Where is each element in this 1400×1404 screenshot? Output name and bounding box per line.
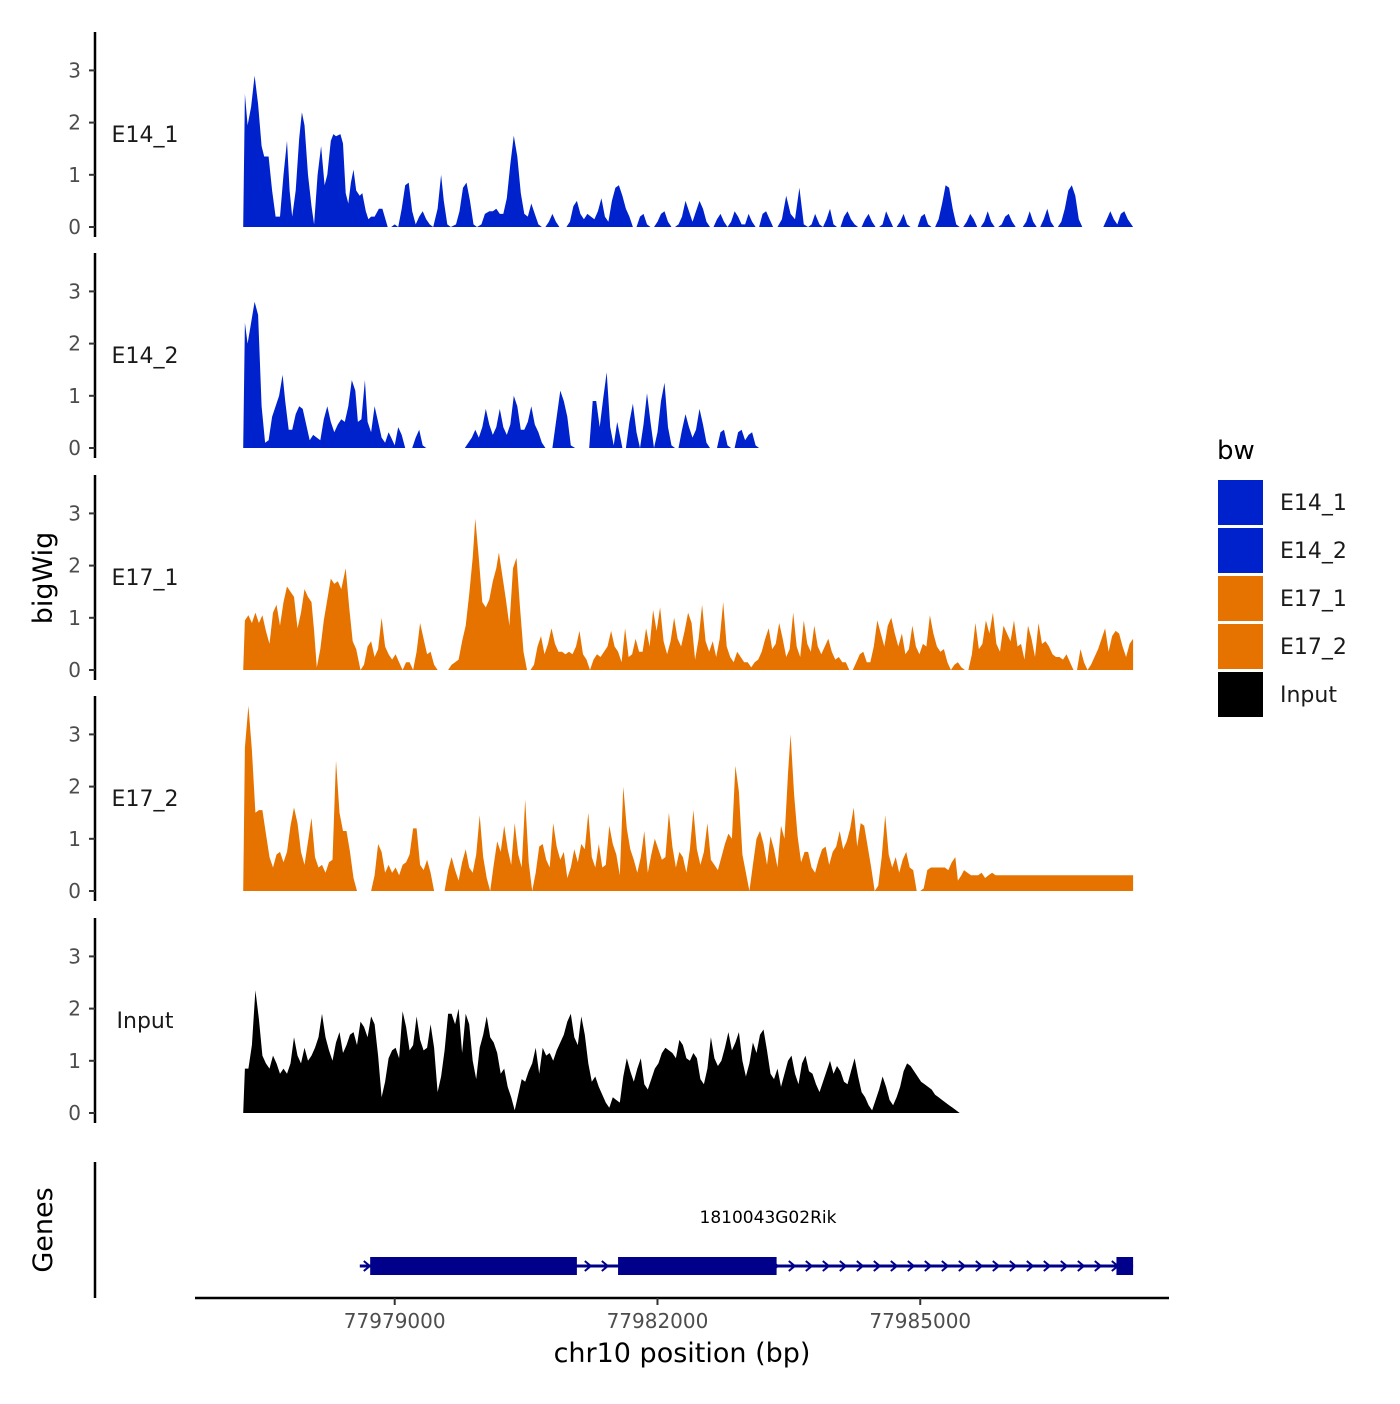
gene-label: 1810043G02Rik (700, 1208, 837, 1228)
y-axis-title: bigWig (28, 532, 59, 625)
strand-arrow (601, 1260, 610, 1272)
track-label: E14_1 (112, 123, 179, 148)
signal-area (243, 518, 1134, 670)
legend-label: E14_2 (1280, 539, 1347, 564)
legend-label: E14_1 (1280, 491, 1347, 516)
x-axis-title: chr10 position (bp) (554, 1338, 811, 1369)
y-tick-label: 0 (68, 1101, 81, 1125)
y-tick-label: 2 (68, 111, 81, 135)
strand-arrow (975, 1260, 984, 1272)
track-label: E17_2 (112, 787, 179, 812)
strand-arrow (1026, 1260, 1035, 1272)
track-e17-2: 0 1 2 3 E17_2 (68, 696, 1134, 903)
y-tick-label: 3 (68, 58, 81, 82)
track-label: E17_1 (112, 566, 179, 591)
legend-swatch (1218, 672, 1263, 717)
strand-arrow (1077, 1260, 1086, 1272)
signal-area (243, 705, 1134, 891)
y-tick-label: 2 (68, 997, 81, 1021)
y-tick-label: 1 (68, 163, 81, 187)
legend-label: E17_1 (1280, 587, 1347, 612)
legend-swatch (1218, 480, 1263, 525)
legend-title: bw (1217, 436, 1255, 466)
legend: E14_1 E14_2 E17_1 E17_2 Input (1218, 480, 1347, 717)
x-tick-label: 77979000 (344, 1309, 446, 1333)
gene-exon (618, 1257, 777, 1275)
track-e14-1: 0 1 2 3 E14_1 (68, 32, 1134, 239)
y-tick-label: 0 (68, 879, 81, 903)
strand-arrow (890, 1260, 899, 1272)
signal-area (243, 75, 1134, 227)
signal-area (243, 990, 1134, 1113)
track-e14-2: 0 1 2 3 E14_2 (68, 253, 1134, 460)
legend-label: Input (1280, 683, 1337, 708)
x-tick-label: 77985000 (869, 1309, 971, 1333)
strand-arrow (907, 1260, 916, 1272)
signal-area (243, 301, 1134, 448)
y-tick-label: 0 (68, 436, 81, 460)
y-tick-label: 1 (68, 606, 81, 630)
track-e17-1: 0 1 2 3 E17_1 (68, 475, 1134, 682)
strand-arrow (856, 1260, 865, 1272)
strand-arrow (363, 1260, 372, 1272)
strand-arrow (805, 1260, 814, 1272)
strand-arrow (992, 1260, 1001, 1272)
strand-arrow (822, 1260, 831, 1272)
strand-arrow (584, 1260, 593, 1272)
genes-axis-title: Genes (28, 1187, 59, 1272)
y-tick-label: 1 (68, 384, 81, 408)
legend-swatch (1218, 624, 1263, 669)
strand-arrow (1009, 1260, 1018, 1272)
strand-arrow (1060, 1260, 1069, 1272)
strand-arrow (1094, 1260, 1103, 1272)
y-tick-label: 2 (68, 554, 81, 578)
strand-arrow (873, 1260, 882, 1272)
y-tick-label: 2 (68, 775, 81, 799)
strand-arrow (958, 1260, 967, 1272)
legend-label: E17_2 (1280, 635, 1347, 660)
x-tick-label: 77982000 (607, 1309, 709, 1333)
strand-arrow (839, 1260, 848, 1272)
track-label: Input (117, 1009, 174, 1034)
y-tick-label: 1 (68, 827, 81, 851)
track-input: 0 1 2 3 Input (68, 918, 1134, 1125)
strand-arrow (1043, 1260, 1052, 1272)
legend-swatch (1218, 576, 1263, 621)
y-tick-label: 3 (68, 944, 81, 968)
y-tick-label: 1 (68, 1049, 81, 1073)
strand-arrow (788, 1260, 797, 1272)
y-tick-label: 0 (68, 658, 81, 682)
track-label: E14_2 (112, 344, 179, 369)
strand-arrow (924, 1260, 933, 1272)
y-tick-label: 3 (68, 279, 81, 303)
y-tick-label: 2 (68, 332, 81, 356)
y-tick-label: 0 (68, 215, 81, 239)
strand-arrow (941, 1260, 950, 1272)
gene-exon (1116, 1257, 1134, 1275)
y-tick-label: 3 (68, 722, 81, 746)
genes-track (93, 1162, 1134, 1298)
x-axis: 77979000 77982000 77985000 (195, 1296, 1169, 1333)
y-tick-label: 3 (68, 501, 81, 525)
legend-swatch (1218, 528, 1263, 573)
gene-exon (370, 1257, 577, 1275)
